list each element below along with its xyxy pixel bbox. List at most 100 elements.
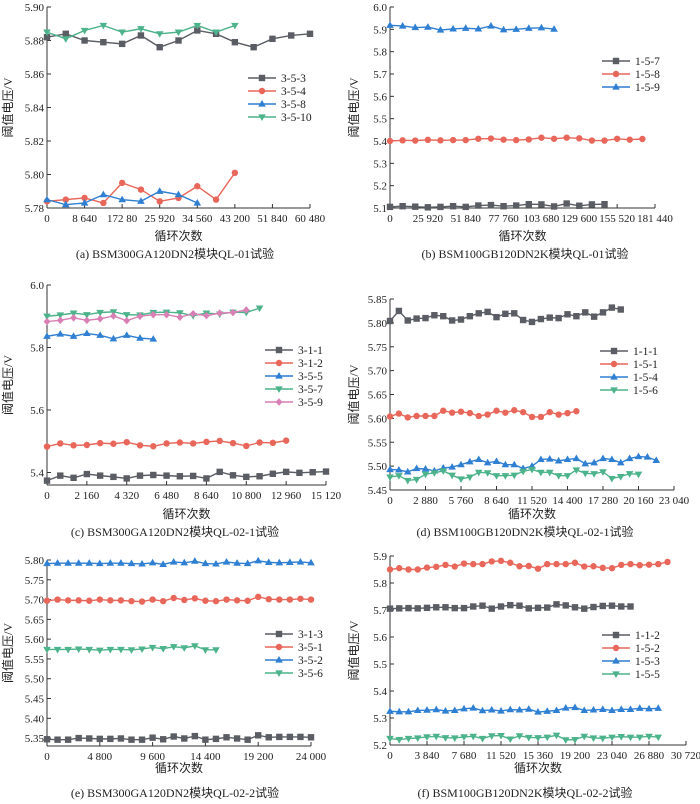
data-point: [269, 439, 277, 447]
data-point: [86, 735, 93, 742]
data-point: [431, 412, 438, 420]
data-point: [581, 563, 588, 570]
y-tick-label: 5.50: [368, 461, 388, 473]
data-point: [43, 317, 51, 326]
data-point: [212, 735, 220, 743]
data-point: [442, 604, 449, 611]
y-tick-label: 5.5: [373, 659, 387, 671]
data-point: [191, 643, 199, 650]
data-point: [149, 335, 158, 342]
data-point: [212, 597, 220, 605]
data-point: [202, 736, 209, 743]
data-point: [466, 312, 474, 320]
data-point: [56, 316, 64, 325]
data-point: [561, 704, 570, 711]
data-point: [96, 314, 104, 323]
data-point: [554, 456, 563, 464]
data-point: [501, 473, 510, 480]
data-point: [626, 734, 635, 742]
data-point: [598, 705, 607, 712]
data-point: [396, 564, 403, 572]
data-point: [506, 705, 515, 713]
data-point: [645, 733, 653, 741]
legend-label: 3-5-2: [298, 655, 323, 667]
y-axis-title: 阈值电压/V: [346, 620, 361, 680]
data-point: [550, 135, 558, 142]
data-point: [83, 470, 91, 478]
data-point: [404, 414, 411, 421]
series-1-1-2: [386, 601, 634, 612]
y-tick-label: 5.9: [373, 24, 387, 36]
data-point: [524, 705, 533, 712]
data-point: [85, 559, 94, 566]
series-1-5-5: [386, 732, 663, 744]
legend-entry: 3-5-4: [248, 86, 306, 98]
series-line: [389, 734, 659, 741]
data-point: [502, 310, 509, 318]
data-point: [43, 195, 51, 203]
data-point: [107, 735, 114, 743]
data-point: [430, 470, 439, 477]
x-tick-label: 51 840: [451, 213, 482, 225]
data-point: [137, 197, 145, 204]
series-line: [389, 202, 605, 209]
data-point: [53, 646, 62, 654]
data-point: [544, 604, 551, 611]
data-point: [571, 604, 579, 611]
x-axis-title: 循环次数: [498, 228, 546, 243]
chart-caption: (d) BSM100GB120DN2K模块QL-02-1试验: [417, 524, 634, 539]
data-point: [54, 736, 61, 743]
data-point: [123, 438, 130, 446]
data-point: [69, 332, 78, 339]
x-tick-label: 2 160: [74, 490, 99, 502]
data-point: [282, 468, 290, 476]
data-point: [83, 316, 91, 325]
data-point: [500, 203, 507, 210]
data-point: [519, 408, 527, 416]
data-point: [307, 596, 315, 603]
data-point: [598, 735, 607, 743]
data-point: [528, 466, 536, 474]
chart-caption: (f) BSM100GB120DN2K模块QL-02-2试验: [418, 785, 633, 800]
data-point: [457, 316, 465, 323]
x-tick-label: 34 560: [182, 213, 213, 225]
data-point: [412, 476, 421, 484]
data-point: [448, 463, 456, 470]
data-point: [538, 134, 545, 141]
data-point: [159, 597, 167, 605]
x-tick-label: 15 120: [311, 490, 342, 502]
y-axis-title: 阈值电压/V: [0, 355, 15, 415]
data-point: [449, 136, 457, 144]
data-point: [497, 706, 505, 714]
data-point: [571, 559, 579, 566]
y-tick-label: 5.45: [25, 694, 45, 706]
data-point: [265, 595, 272, 603]
data-point: [64, 597, 72, 604]
data-point: [57, 440, 64, 447]
legend-entry: 3-5-9: [265, 397, 323, 409]
data-point: [242, 306, 250, 314]
legend-entry: 3-1-2: [265, 358, 323, 370]
legend-label: 1-5-6: [633, 385, 658, 397]
legend-label: 3-5-3: [281, 73, 306, 85]
data-point: [525, 136, 533, 143]
data-point: [627, 603, 634, 610]
data-point: [123, 316, 131, 325]
data-point: [440, 312, 447, 320]
data-point: [386, 605, 394, 612]
data-point: [534, 565, 542, 572]
data-point: [83, 329, 91, 337]
chart-panel-d: 5.45 5.50 5.55 5.60 5.65 5.70 5.75 5.80 5.85 0 2 8…: [346, 294, 690, 539]
data-point: [618, 561, 625, 569]
y-tick-label: 5.8: [373, 578, 387, 590]
data-point: [561, 737, 570, 744]
data-point: [544, 560, 551, 568]
x-tick-label: 17 280: [588, 495, 619, 507]
data-point: [96, 647, 104, 655]
data-point: [534, 735, 542, 742]
x-tick-label: 43 200: [220, 213, 251, 225]
data-point: [169, 557, 178, 565]
data-point: [56, 312, 65, 319]
data-point: [627, 560, 634, 568]
data-point: [424, 204, 432, 211]
